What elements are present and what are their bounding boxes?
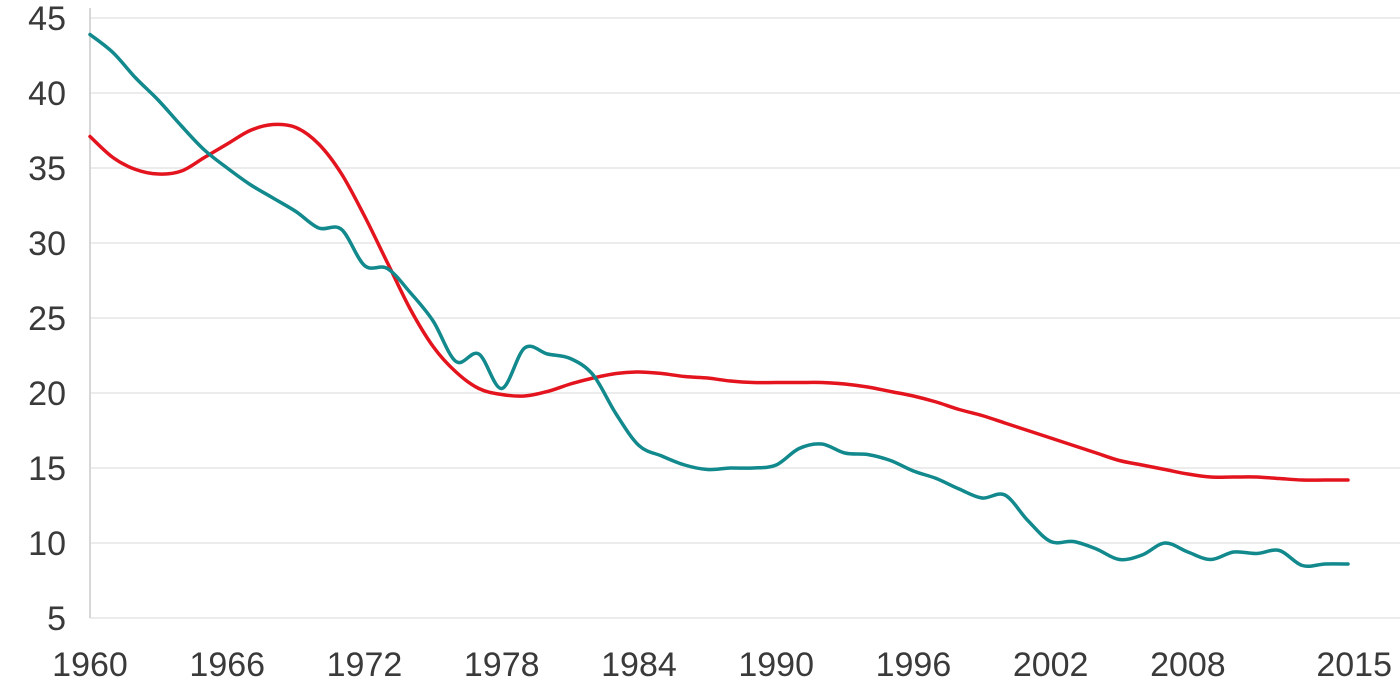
series-line-1	[88, 122, 1350, 482]
gridlines	[90, 17, 1400, 619]
x-tick-label: 1984	[601, 646, 677, 684]
y-tick-label: 45	[28, 0, 66, 38]
y-tick-labels: 5 10 15 20 25 30 35 40 45	[28, 0, 66, 638]
x-tick-label: 2008	[1150, 646, 1226, 684]
x-tick-label: 1966	[189, 646, 265, 684]
y-tick-label: 35	[28, 150, 66, 188]
y-tick-label: 15	[28, 450, 66, 488]
x-tick-label: 2002	[1013, 646, 1089, 684]
y-tick-label: 25	[28, 300, 66, 338]
x-tick-label: 2015	[1316, 646, 1392, 684]
series-line-2	[88, 32, 1350, 569]
x-tick-label: 1996	[876, 646, 952, 684]
y-tick-label: 10	[28, 525, 66, 563]
x-tick-label: 1990	[738, 646, 814, 684]
y-tick-label: 40	[28, 75, 66, 113]
x-tick-label: 1978	[464, 646, 540, 684]
x-tick-label: 1972	[327, 646, 403, 684]
x-tick-label: 1960	[52, 646, 128, 684]
series-layer	[88, 32, 1350, 569]
y-tick-label: 20	[28, 375, 66, 413]
y-tick-label: 30	[28, 225, 66, 263]
y-tick-label: 5	[47, 600, 66, 638]
x-tick-labels: 1960 1966 1972 1978 1984 1990 1996 2002 2008 2015	[52, 646, 1392, 684]
